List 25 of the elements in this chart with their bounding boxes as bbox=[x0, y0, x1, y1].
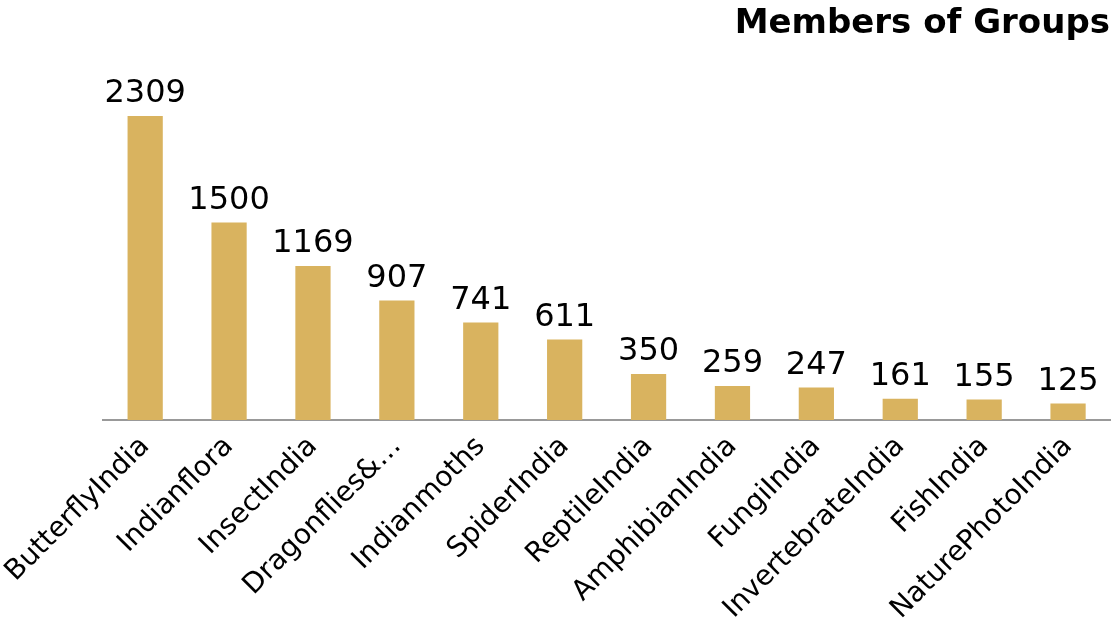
data-label: 350 bbox=[618, 330, 680, 369]
bar bbox=[127, 115, 163, 421]
data-label: 741 bbox=[450, 278, 512, 317]
data-label: 611 bbox=[534, 295, 596, 334]
data-label: 161 bbox=[869, 355, 931, 394]
data-label: 1169 bbox=[272, 222, 354, 261]
bar bbox=[714, 385, 751, 421]
bar bbox=[547, 339, 583, 421]
chart-title: Members of Groups bbox=[734, 1, 1110, 42]
bar bbox=[463, 322, 499, 421]
data-label: 259 bbox=[701, 342, 763, 381]
data-label: 247 bbox=[785, 343, 847, 382]
data-label: 2309 bbox=[104, 72, 186, 111]
bar bbox=[798, 387, 834, 421]
bar bbox=[295, 266, 331, 421]
data-label: 1500 bbox=[188, 178, 270, 217]
bar bbox=[1050, 403, 1086, 421]
bar bbox=[379, 300, 415, 421]
data-label: 155 bbox=[953, 355, 1015, 394]
bar bbox=[630, 373, 667, 421]
bar bbox=[966, 399, 1002, 421]
bar bbox=[211, 222, 247, 421]
bar bbox=[882, 398, 918, 421]
data-label: 125 bbox=[1037, 359, 1099, 398]
data-label: 907 bbox=[366, 256, 428, 295]
